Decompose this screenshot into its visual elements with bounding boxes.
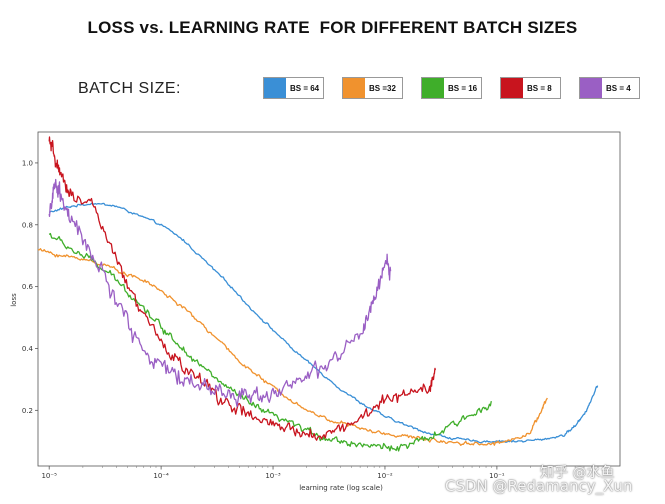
x-tick-label: 10⁻⁵ (41, 472, 57, 480)
legend-title: BATCH SIZE: (78, 80, 181, 97)
x-tick-label: 10⁻³ (265, 472, 281, 480)
legend-label: BS = 4 (606, 83, 631, 93)
legend-item-bs8: BS = 8 (500, 77, 561, 99)
legend-swatch (580, 78, 602, 98)
series-line-32 (37, 248, 548, 446)
chart-title: LOSS vs. LEARNING RATE FOR DIFFERENT BAT… (87, 18, 578, 37)
legend-item-bs4: BS = 4 (579, 77, 640, 99)
watermark-zhihu: 知乎 @水鱼 (540, 465, 615, 481)
legend-item-bs64: BS = 64 (263, 77, 324, 99)
watermark-csdn: CSDN @Redamancy_Xun (445, 477, 633, 495)
legend-item-bs16: BS = 16 (421, 77, 482, 99)
legend: BS = 64 BS =32 BS = 16 BS = 8 BS = 4 (0, 77, 665, 101)
legend-label: BS = 8 (527, 83, 552, 93)
legend-swatch (501, 78, 523, 98)
series-line-16 (48, 232, 492, 452)
y-axis-label: loss (10, 293, 18, 307)
legend-label: BS = 64 (290, 83, 320, 93)
x-tick-label: 10⁻² (377, 472, 393, 480)
legend-swatch (343, 78, 365, 98)
y-tick-label: 0.4 (22, 345, 34, 353)
legend-swatch (422, 78, 444, 98)
x-tick-label: 10⁻⁴ (153, 472, 169, 480)
series-line-8 (48, 136, 436, 441)
x-tick-label: 10⁻¹ (489, 472, 505, 480)
x-axis-label: learning rate (log scale) (299, 484, 383, 492)
y-tick-label: 0.6 (22, 283, 34, 291)
y-tick-label: 0.8 (22, 221, 33, 229)
legend-label: BS =32 (369, 83, 396, 93)
y-tick-label: 0.2 (22, 407, 33, 415)
plot-frame (37, 131, 621, 467)
legend-swatch (264, 78, 286, 98)
y-tick-label: 1.0 (22, 159, 33, 167)
legend-item-bs32: BS =32 (342, 77, 403, 99)
series-line-4 (48, 178, 392, 408)
series-line-64 (48, 202, 599, 444)
legend-label: BS = 16 (448, 83, 478, 93)
